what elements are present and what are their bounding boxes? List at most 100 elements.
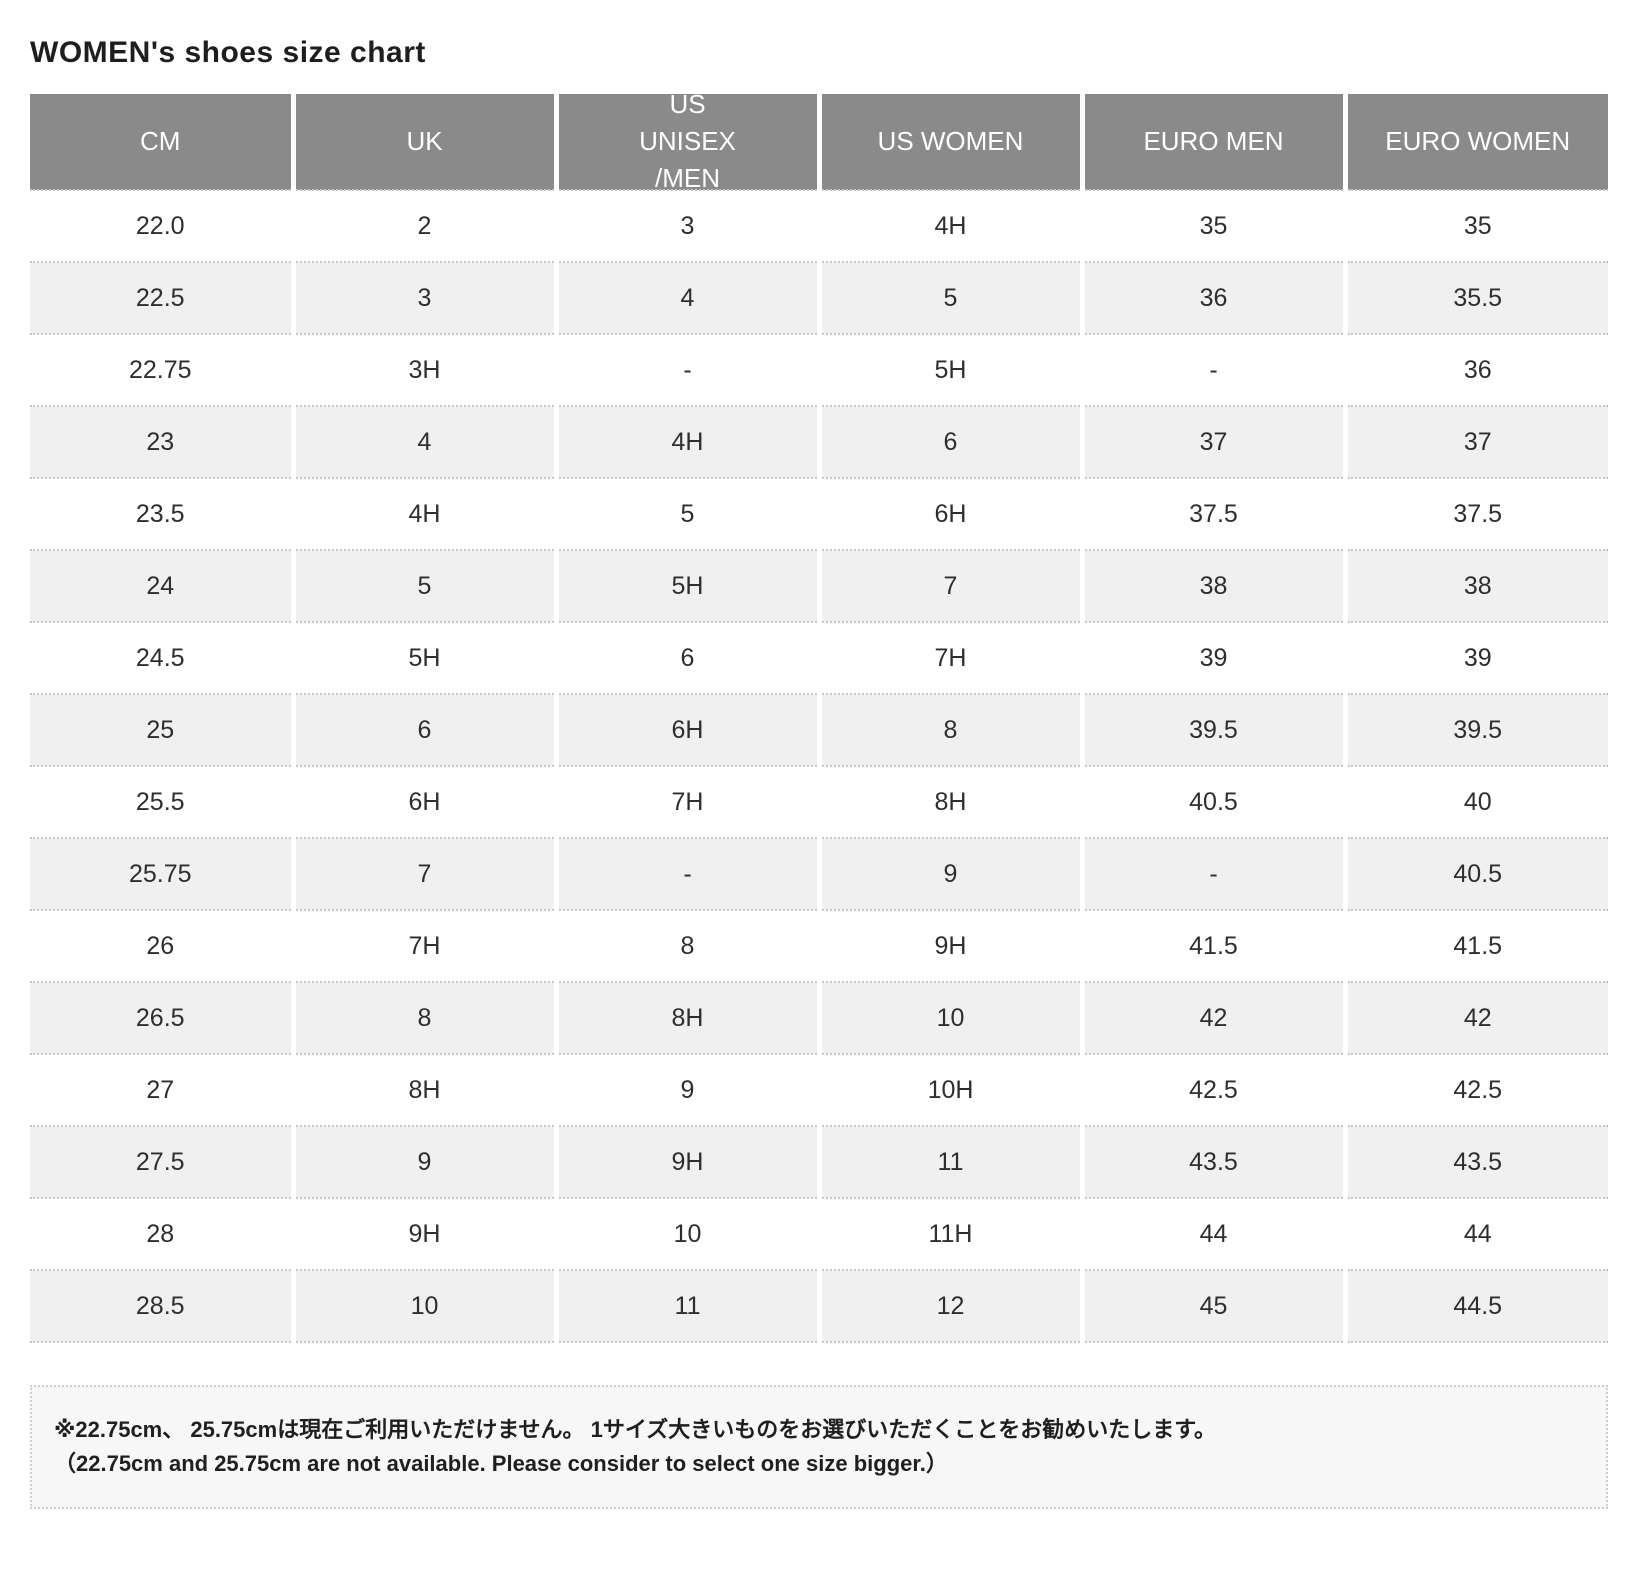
size-cell: 9 [553, 1054, 819, 1126]
size-cell: 7 [290, 838, 556, 910]
size-cell: 25.75 [30, 838, 293, 910]
size-cell: 44.5 [1342, 1270, 1608, 1342]
size-cell: 40.5 [1342, 838, 1608, 910]
column-header-cm: CM [30, 94, 293, 190]
size-cell: 37 [1079, 406, 1345, 478]
size-cell: 22.75 [30, 334, 293, 406]
size-cell: 9H [290, 1198, 556, 1270]
size-cell: 8H [290, 1054, 556, 1126]
size-cell: 7H [553, 766, 819, 838]
size-cell: 22.5 [30, 262, 293, 334]
size-cell: 38 [1079, 550, 1345, 622]
size-cell: - [1079, 838, 1345, 910]
table-row: 28.5 10 11 12 45 44.5 [30, 1270, 1608, 1342]
size-cell: 27.5 [30, 1126, 293, 1198]
size-cell: 42 [1079, 982, 1345, 1054]
size-cell: 42.5 [1079, 1054, 1345, 1126]
column-header-euro-women: EURO WOMEN [1342, 94, 1608, 190]
table-row: 24 5 5H 7 38 38 [30, 550, 1608, 622]
size-cell: 23 [30, 406, 293, 478]
table-row: 25.75 7-9-40.5 [30, 838, 1608, 910]
page-title: WOMEN's shoes size chart [30, 36, 426, 69]
size-cell: 22.0 [30, 190, 293, 262]
size-cell: 7H [816, 622, 1082, 694]
table-row: 26.5 8 8H 10 42 42 [30, 982, 1608, 1054]
table-row: 22.75 3H -5H -36 [30, 334, 1608, 406]
column-header-label: EURO MEN [1143, 126, 1284, 156]
column-header-us-women: US WOMEN [816, 94, 1082, 190]
size-cell: 6 [553, 622, 819, 694]
size-cell: 39.5 [1342, 694, 1608, 766]
size-cell: 4H [290, 478, 556, 550]
column-header-uk: UK [290, 94, 556, 190]
size-cell: 43.5 [1079, 1126, 1345, 1198]
size-cell: 5 [816, 262, 1082, 334]
size-cell: 6 [290, 694, 556, 766]
size-cell: 40 [1342, 766, 1608, 838]
column-header-label: UK [406, 126, 443, 156]
size-cell: 24 [30, 550, 293, 622]
size-cell: - [1079, 334, 1345, 406]
column-header-label: CM [140, 126, 181, 156]
column-header-label: US UNISEX /MEN [639, 94, 736, 189]
size-cell: 45 [1079, 1270, 1345, 1342]
size-cell: 5 [553, 478, 819, 550]
size-cell: 37.5 [1342, 478, 1608, 550]
size-cell: 12 [816, 1270, 1082, 1342]
size-cell: 28.5 [30, 1270, 293, 1342]
size-cell: 5H [553, 550, 819, 622]
size-cell: 28 [30, 1198, 293, 1270]
size-cell: 44 [1342, 1198, 1608, 1270]
size-cell: 6 [816, 406, 1082, 478]
size-cell: 6H [816, 478, 1082, 550]
size-cell: 8H [553, 982, 819, 1054]
table-row: 27.5 9 9H 11 43.5 43.5 [30, 1126, 1608, 1198]
size-cell: 27 [30, 1054, 293, 1126]
size-cell: 11H [816, 1198, 1082, 1270]
note-line-en: （22.75cm and 25.75cm are not available. … [54, 1451, 948, 1476]
column-header-us-unisex-men: US UNISEX /MEN [553, 94, 819, 190]
size-cell: 26.5 [30, 982, 293, 1054]
size-cell: 11 [553, 1270, 819, 1342]
size-cell: 44 [1079, 1198, 1345, 1270]
size-cell: 8 [290, 982, 556, 1054]
size-cell: 5H [290, 622, 556, 694]
size-chart-header: CM UK US UNISEX /MEN US WOMEN EURO MEN E… [30, 94, 1608, 190]
size-cell: 9H [553, 1126, 819, 1198]
size-chart-table: CM UK US UNISEX /MEN US WOMEN EURO MEN E… [30, 94, 1608, 1343]
size-cell: 39 [1079, 622, 1345, 694]
size-cell: 6H [553, 694, 819, 766]
size-cell: 26 [30, 910, 293, 982]
size-cell: 10 [290, 1270, 556, 1342]
size-cell: 40.5 [1079, 766, 1345, 838]
size-cell: 5H [816, 334, 1082, 406]
note-line-ja: ※22.75cm、 25.75cmは現在ご利用いただけません。 1サイズ大きいも… [54, 1417, 1217, 1442]
size-cell: 35 [1079, 190, 1345, 262]
header-row: CM UK US UNISEX /MEN US WOMEN EURO MEN E… [30, 94, 1608, 190]
size-cell: 42.5 [1342, 1054, 1608, 1126]
size-cell: - [553, 838, 819, 910]
column-header-label: US WOMEN [877, 126, 1024, 156]
size-cell: 35.5 [1342, 262, 1608, 334]
size-cell: 6H [290, 766, 556, 838]
size-cell: 43.5 [1342, 1126, 1608, 1198]
size-cell: 2 [290, 190, 556, 262]
size-cell: 11 [816, 1126, 1082, 1198]
table-row: 23 4 4H 6 37 37 [30, 406, 1608, 478]
table-row: 23.5 4H 5 6H 37.5 37.5 [30, 478, 1608, 550]
size-cell: 3H [290, 334, 556, 406]
size-cell: 4 [290, 406, 556, 478]
note-box: ※22.75cm、 25.75cmは現在ご利用いただけません。 1サイズ大きいも… [30, 1385, 1608, 1509]
size-cell: 9 [290, 1126, 556, 1198]
size-cell: 10 [553, 1198, 819, 1270]
size-cell: 38 [1342, 550, 1608, 622]
size-cell: 23.5 [30, 478, 293, 550]
size-cell: 4H [816, 190, 1082, 262]
size-cell: 25.5 [30, 766, 293, 838]
size-cell: 37.5 [1079, 478, 1345, 550]
size-cell: 39.5 [1079, 694, 1345, 766]
size-cell: - [553, 334, 819, 406]
size-cell: 9H [816, 910, 1082, 982]
size-cell: 7 [816, 550, 1082, 622]
